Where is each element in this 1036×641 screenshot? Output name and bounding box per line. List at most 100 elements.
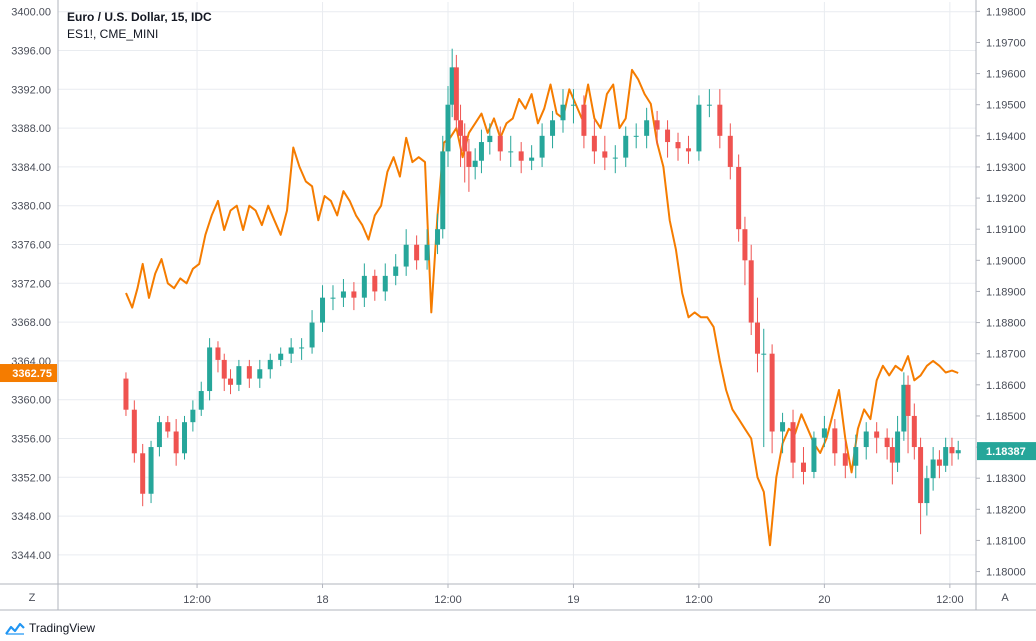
candle xyxy=(246,359,252,388)
candle xyxy=(863,422,869,460)
left-price-badge xyxy=(0,364,57,383)
candle xyxy=(790,409,796,479)
candle xyxy=(393,254,399,286)
candle-body xyxy=(449,67,455,105)
candle xyxy=(696,95,702,161)
left-axis-tick-label: 3368.00 xyxy=(11,317,51,329)
candle-body xyxy=(299,347,305,349)
candle xyxy=(497,126,503,161)
right-axis-tick-label: 1.18500 xyxy=(986,411,1026,423)
chart-legend: Euro / U.S. Dollar, 15, IDC ES1!, CME_MI… xyxy=(67,9,212,43)
candle-body xyxy=(889,447,895,463)
candle xyxy=(685,135,691,164)
candle-body xyxy=(440,151,446,230)
left-axis-tick-label: 3380.00 xyxy=(11,201,51,213)
candle xyxy=(140,443,146,507)
time-axis-tick-label: 18 xyxy=(316,594,328,606)
right-axis-tick-label: 1.18100 xyxy=(986,535,1026,547)
candle-body xyxy=(309,322,315,348)
left-axis-tick-label: 3376.00 xyxy=(11,240,51,252)
candle xyxy=(832,419,838,466)
candle-body xyxy=(182,422,188,454)
brand-name: TradingView xyxy=(29,621,96,635)
candle-body xyxy=(901,384,907,432)
left-axis-tick-label: 3384.00 xyxy=(11,162,51,174)
candle-body xyxy=(685,148,691,152)
time-zone-button[interactable]: Z xyxy=(28,592,36,604)
candle-body xyxy=(924,478,930,504)
candle-body xyxy=(246,366,252,379)
candle-body xyxy=(790,422,796,463)
right-axis-tick-label: 1.19200 xyxy=(986,193,1026,205)
compare-series-line xyxy=(125,68,959,547)
candle xyxy=(182,415,188,460)
candle-body xyxy=(736,166,742,230)
right-axis-tick-label: 1.18800 xyxy=(986,318,1026,330)
right-axis-tick-label: 1.18200 xyxy=(986,504,1026,516)
candle-body xyxy=(761,353,767,355)
candle xyxy=(769,344,775,454)
time-axis[interactable]: 12:00 18 12:00 19 12:00 20 12:00 xyxy=(183,584,964,606)
candle-body xyxy=(424,244,430,261)
candle xyxy=(924,465,930,516)
candle xyxy=(340,278,346,308)
candle xyxy=(351,282,357,311)
candle xyxy=(228,369,234,395)
left-price-axis[interactable]: 3400.00 3396.00 3392.00 3388.00 3384.00 3380.… xyxy=(11,7,51,562)
candle xyxy=(449,48,455,118)
candle xyxy=(236,359,242,392)
candle xyxy=(717,89,723,149)
left-axis-tick-label: 3352.00 xyxy=(11,472,51,484)
candle-body xyxy=(156,422,162,448)
candle xyxy=(361,263,367,308)
candle-body xyxy=(780,422,786,432)
candle xyxy=(215,341,221,373)
candle xyxy=(221,353,227,392)
candle-body xyxy=(769,353,775,432)
candle xyxy=(424,229,430,270)
candle-body xyxy=(706,104,712,106)
candle-body xyxy=(874,431,880,438)
candle-body xyxy=(633,135,639,137)
left-axis-tick-label: 3344.00 xyxy=(11,550,51,562)
candle xyxy=(905,375,911,454)
candle-body xyxy=(453,67,459,121)
compare-series-legend[interactable]: ES1!, CME_MINI xyxy=(67,27,159,41)
candle-body xyxy=(215,347,221,360)
candle-body xyxy=(918,447,924,504)
candle-body xyxy=(267,359,273,370)
price-badges: 3362.75 1.18387 xyxy=(0,364,1036,461)
candle xyxy=(811,431,817,479)
main-series-legend[interactable]: Euro / U.S. Dollar, 15, IDC xyxy=(67,10,212,24)
candle xyxy=(190,400,196,432)
candle xyxy=(570,89,576,124)
candle-body xyxy=(140,453,146,494)
candle-body xyxy=(173,431,179,454)
time-axis-tick-label: 12:00 xyxy=(434,594,462,606)
candle xyxy=(123,372,129,416)
candle-body xyxy=(863,431,869,448)
candle-body xyxy=(884,437,890,448)
candle xyxy=(445,86,451,167)
candle-body xyxy=(288,347,294,354)
right-price-badge-label: 1.18387 xyxy=(986,446,1026,458)
candle-body xyxy=(832,428,838,454)
auto-scale-button[interactable]: A xyxy=(1001,592,1009,604)
candlestick-series-layer xyxy=(123,48,961,535)
candle xyxy=(895,415,901,472)
candle-body xyxy=(612,157,618,159)
candle xyxy=(665,120,671,158)
left-axis-tick-label: 3400.00 xyxy=(11,7,51,19)
candle xyxy=(623,126,629,167)
candle-body xyxy=(742,229,748,261)
candle xyxy=(874,422,880,454)
right-axis-tick-label: 1.19800 xyxy=(986,6,1026,18)
candle xyxy=(440,135,446,239)
candle-body xyxy=(811,437,817,472)
candle-body xyxy=(462,135,468,152)
tradingview-brand[interactable]: TradingView xyxy=(5,621,95,635)
candle xyxy=(148,440,154,504)
candle-body xyxy=(372,275,378,292)
left-axis-tick-label: 3356.00 xyxy=(11,434,51,446)
